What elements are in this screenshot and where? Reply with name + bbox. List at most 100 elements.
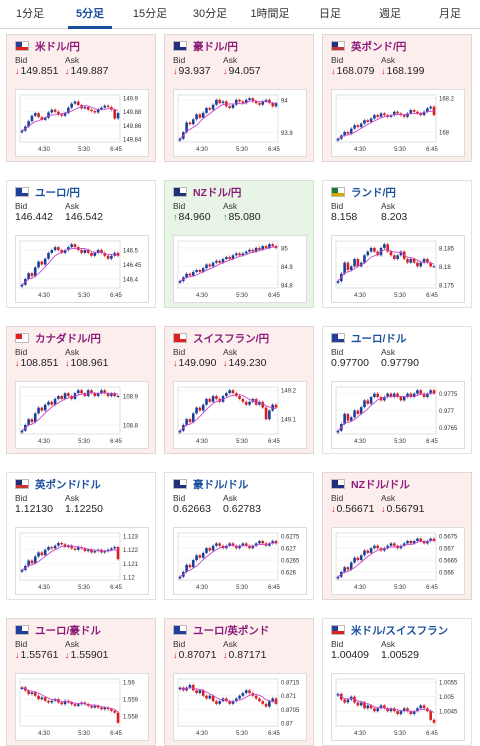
x-tick-label: 6:45 xyxy=(110,731,122,737)
currency-pair-link[interactable]: 米ドル/円 xyxy=(35,40,80,53)
currency-pair-link[interactable]: カナダドル/円 xyxy=(35,332,101,345)
rate-card[interactable]: ランド/円 Bid Ask 8.158 8.203 8.185 8.18 8.175 4:30 5… xyxy=(322,180,472,308)
y-tick-label: 0.9775 xyxy=(439,392,458,398)
currency-pair-link[interactable]: ユーロ/豪ドル xyxy=(35,624,101,637)
candle-body xyxy=(268,244,271,248)
candle-body xyxy=(96,705,100,708)
rate-card[interactable]: 英ポンド/ドル Bid Ask 1.12130 1.12250 1.123 1.122 1.1… xyxy=(6,472,156,600)
rate-card[interactable]: NZドル/ドル Bid Ask ↓0.56671 ↓0.56791 0.5675 0.567… xyxy=(322,472,472,600)
tab-4[interactable]: 1時間足 xyxy=(250,8,290,20)
mini-candle-chart[interactable]: 0.8715 0.871 0.8705 0.87 4:30 5:30 6:45 xyxy=(173,673,307,741)
candle-body xyxy=(86,107,90,110)
mini-candle-chart[interactable]: 108.9 108.8 4:30 5:30 6:45 xyxy=(15,381,149,449)
tab-2[interactable]: 15分足 xyxy=(132,8,168,20)
candle-body xyxy=(343,132,346,136)
candle-body xyxy=(211,695,215,702)
rate-card[interactable]: 英ポンド/円 Bid Ask ↓168.079 ↓168.199 168.2 168 4:30… xyxy=(322,34,472,162)
ask-value: 1.00529 xyxy=(381,649,419,661)
tab-0[interactable]: 1分足 xyxy=(15,8,45,20)
mini-candle-chart[interactable]: 1.123 1.122 1.121 1.12 4:30 5:30 6:45 xyxy=(15,527,149,595)
candle-body xyxy=(215,701,218,704)
candle-body xyxy=(50,700,54,703)
mini-candle-chart[interactable]: 85 84.9 84.8 4:30 5:30 6:45 xyxy=(173,235,307,303)
tab-5[interactable]: 日足 xyxy=(319,8,341,20)
mini-candle-chart[interactable]: 1.56 1.559 1.558 4:30 5:30 6:45 xyxy=(15,673,149,741)
tab-3[interactable]: 30分足 xyxy=(192,8,228,20)
rate-card[interactable]: 豪ドル/ドル Bid Ask 0.62663 0.62783 0.6275 0.627 0.6… xyxy=(164,472,314,600)
mini-candle-chart[interactable]: 149.9 149.88 149.86 149.84 4:30 5:30 6:45 xyxy=(15,89,149,157)
rate-card[interactable]: NZドル/円 Bid Ask ↑84.960 ↑85.080 85 84.9 84.8 4:30… xyxy=(164,180,314,308)
mini-candle-chart[interactable]: 94 93.9 4:30 5:30 6:45 xyxy=(173,89,307,157)
y-tick-label: 0.87 xyxy=(281,721,293,727)
candle-body xyxy=(221,101,225,104)
candle-body xyxy=(396,255,399,259)
y-tick-label: 0.871 xyxy=(281,694,297,700)
ask-value-text: 149.887 xyxy=(70,65,109,77)
moving-average-line xyxy=(21,686,119,713)
mini-candle-chart[interactable]: 146.5 146.45 146.4 4:30 5:30 6:45 xyxy=(15,235,149,303)
card-title: NZドル/ドル xyxy=(331,477,410,491)
currency-pair-link[interactable]: ランド/円 xyxy=(351,186,396,199)
down-arrow-icon: ↓ xyxy=(331,66,336,76)
currency-pair-link[interactable]: 豪ドル/ドル xyxy=(193,478,249,491)
bid-label: Bid xyxy=(15,201,28,211)
y-tick-label: 149.2 xyxy=(281,389,297,395)
ask-value-text: 0.97790 xyxy=(381,357,419,369)
rate-card[interactable]: 米ドル/スイスフラン Bid Ask 1.00409 1.00529 1.0055 1.00… xyxy=(322,618,472,746)
rate-card[interactable]: ユーロ/ドル Bid Ask 0.97700 0.97790 0.9775 0.977 0.9… xyxy=(322,326,472,454)
x-tick-label: 6:45 xyxy=(110,585,122,591)
mini-candle-chart[interactable]: 149.2 149.1 4:30 5:30 6:45 xyxy=(173,381,307,449)
candle-body xyxy=(70,702,73,705)
candle-body xyxy=(402,708,406,712)
currency-pair-link[interactable]: NZドル/円 xyxy=(193,186,242,199)
candle-body xyxy=(96,109,100,113)
mini-candle-chart[interactable]: 0.9775 0.977 0.9765 4:30 5:30 6:45 xyxy=(331,381,465,449)
candle-body xyxy=(60,702,64,705)
currency-pair-link[interactable]: スイスフラン/円 xyxy=(193,332,270,345)
currency-pair-link[interactable]: ユーロ/ドル xyxy=(351,332,407,345)
candle-body xyxy=(264,703,268,707)
currency-pair-link[interactable]: 英ポンド/円 xyxy=(351,40,407,53)
rate-card[interactable]: ユーロ/円 Bid Ask 146.442 146.542 146.5 146.45 146.… xyxy=(6,180,156,308)
mini-candle-chart[interactable]: 0.6275 0.627 0.6265 0.626 4:30 5:30 6:45 xyxy=(173,527,307,595)
candle-body xyxy=(215,396,218,399)
currency-pair-link[interactable]: 豪ドル/円 xyxy=(193,40,238,53)
candle-body xyxy=(185,122,188,133)
currency-pair-link[interactable]: ユーロ/円 xyxy=(35,186,80,199)
candle-body xyxy=(63,250,67,253)
tab-7[interactable]: 月足 xyxy=(439,8,461,20)
candle-body xyxy=(33,692,37,696)
mini-candle-chart[interactable]: 0.5675 0.567 0.5665 0.566 4:30 5:30 6:45 xyxy=(331,527,465,595)
y-tick-label: 0.9765 xyxy=(439,426,458,432)
rate-card[interactable]: スイスフラン/円 Bid Ask ↓149.090 ↓149.230 149.2 149.1… xyxy=(164,326,314,454)
y-tick-label: 84.8 xyxy=(281,283,293,289)
currency-pair-link[interactable]: NZドル/ドル xyxy=(351,478,410,491)
chart-svg: 1.123 1.122 1.121 1.12 4:30 5:30 6:45 xyxy=(19,532,139,591)
tab-6[interactable]: 週足 xyxy=(379,8,401,20)
currency-pair-link[interactable]: 米ドル/スイスフラン xyxy=(351,624,449,637)
bid-value-text: 84.960 xyxy=(178,211,211,223)
mini-candle-chart[interactable]: 168.2 168 4:30 5:30 6:45 xyxy=(331,89,465,157)
candle-body xyxy=(43,258,47,265)
candle-body xyxy=(60,542,64,545)
currency-pair-link[interactable]: 英ポンド/ドル xyxy=(35,478,101,491)
candle-body xyxy=(356,258,360,267)
candle-body xyxy=(30,692,34,695)
candle-body xyxy=(261,701,265,704)
rate-card[interactable]: ユーロ/英ポンド Bid Ask ↓0.87071 ↓0.87171 0.8715 0.87… xyxy=(164,618,314,746)
down-arrow-icon: ↓ xyxy=(331,504,336,514)
candle-body xyxy=(231,390,235,394)
rate-card[interactable]: カナダドル/円 Bid Ask ↓108.851 ↓108.961 108.9 108.8 4… xyxy=(6,326,156,454)
rate-card[interactable]: ユーロ/豪ドル Bid Ask ↓1.55761 ↓1.55901 1.56 1.559 1.… xyxy=(6,618,156,746)
mini-candle-chart[interactable]: 1.0055 1.005 1.0045 4:30 5:30 6:45 xyxy=(331,673,465,741)
tab-1[interactable]: 5分足 xyxy=(60,0,120,29)
x-tick-label: 4:30 xyxy=(354,585,366,591)
candle-body xyxy=(432,538,436,542)
currency-pair-link[interactable]: ユーロ/英ポンド xyxy=(193,624,270,637)
rate-card[interactable]: 米ドル/円 Bid Ask ↓149.851 ↓149.887 149.9 149.88 14… xyxy=(6,34,156,162)
rate-card[interactable]: 豪ドル/円 Bid Ask ↓93.937 ↓94.057 94 93.9 4:30 5:30 6… xyxy=(164,34,314,162)
mini-candle-chart[interactable]: 8.185 8.18 8.175 4:30 5:30 6:45 xyxy=(331,235,465,303)
candle-body xyxy=(353,258,356,267)
down-arrow-icon: ↓ xyxy=(381,504,386,514)
candle-body xyxy=(366,705,370,709)
